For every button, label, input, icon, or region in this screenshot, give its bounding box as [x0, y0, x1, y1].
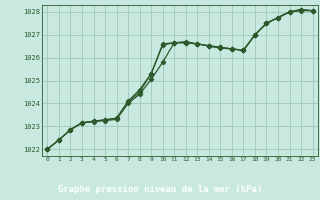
Text: Graphe pression niveau de la mer (hPa): Graphe pression niveau de la mer (hPa)	[58, 185, 262, 194]
